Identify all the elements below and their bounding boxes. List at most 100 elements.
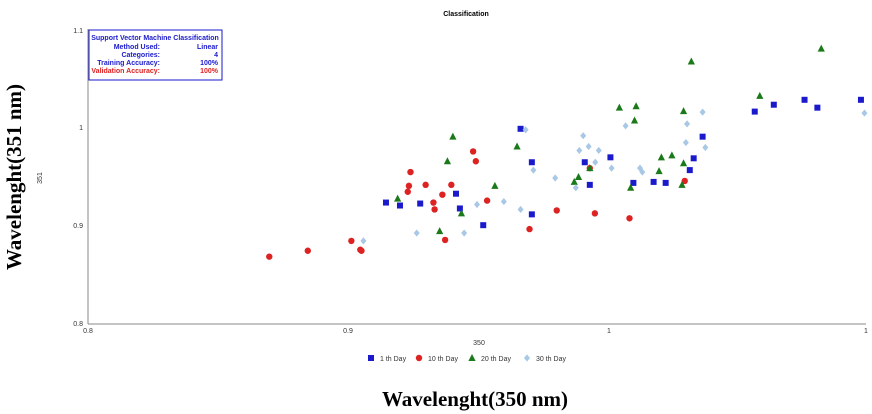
data-point-series-3 [491, 181, 499, 189]
data-point-series-2 [591, 210, 599, 217]
data-point-series-3 [668, 151, 676, 159]
data-point-series-1 [452, 190, 459, 197]
data-point-series-3 [627, 183, 635, 191]
plot-area [87, 29, 866, 325]
data-point-series-4 [699, 108, 706, 116]
info-categories-label: Categories: [121, 52, 160, 59]
data-point-series-1 [607, 154, 614, 161]
data-point-series-1 [801, 96, 808, 103]
data-point-series-4 [530, 166, 537, 174]
data-point-series-1 [814, 104, 821, 111]
data-point-series-4 [572, 184, 579, 192]
data-point-series-4 [608, 164, 615, 172]
y-tick-label: 0.9 [73, 223, 83, 230]
data-point-series-2 [304, 247, 311, 254]
data-point-series-4 [639, 168, 646, 176]
data-point-series-3 [657, 153, 665, 161]
series-3-points [394, 44, 825, 235]
data-point-series-2 [266, 253, 273, 260]
x-tick-label: 1 [607, 328, 611, 335]
data-point-series-1 [382, 199, 389, 206]
legend: 1 th Day 10 th Day 20 th Day 30 th Day [368, 354, 566, 363]
data-point-series-1 [417, 200, 424, 207]
data-point-series-4 [682, 138, 689, 147]
data-point-series-4 [702, 143, 709, 152]
data-point-series-2 [407, 168, 414, 176]
data-point-series-2 [553, 207, 560, 214]
legend-marker [415, 354, 423, 362]
data-point-series-4 [500, 197, 507, 206]
data-point-series-1 [770, 101, 777, 108]
info-training-label: Training Accuracy: [97, 60, 160, 67]
data-point-series-3 [513, 142, 521, 150]
legend-label: 30 th Day [536, 356, 566, 363]
data-point-series-2 [404, 188, 411, 195]
data-point-series-2 [431, 206, 438, 213]
data-point-series-3 [574, 172, 583, 180]
data-point-series-1 [690, 155, 697, 162]
data-point-series-2 [430, 199, 437, 206]
y-tick-label: 0.8 [73, 321, 83, 328]
data-point-series-4 [360, 237, 367, 245]
data-point-series-1 [630, 179, 637, 186]
x-tick-label: 0.8 [83, 328, 93, 335]
data-point-series-2 [472, 158, 480, 165]
data-point-series-2 [483, 197, 491, 204]
data-point-series-2 [441, 236, 449, 244]
legend-item: 20 th Day [468, 354, 511, 363]
data-point-series-3 [687, 57, 695, 65]
data-point-series-4 [576, 146, 583, 155]
data-point-series-2 [469, 148, 477, 155]
data-point-series-3 [586, 164, 594, 172]
data-point-series-1 [857, 96, 864, 103]
data-point-series-4 [580, 132, 587, 140]
data-point-series-2 [405, 182, 413, 190]
data-point-series-3 [632, 102, 640, 110]
y-axis-ticks: 1.1 1 0.9 0.8 [73, 28, 83, 328]
info-validation-label: Validation Accuracy: [91, 68, 160, 75]
info-box: Support Vector Machine Classification Me… [88, 29, 223, 81]
data-point-series-4 [622, 122, 629, 130]
data-point-series-3 [756, 91, 764, 99]
y-tick-label: 1.1 [73, 28, 83, 35]
legend-item: 10 th Day [415, 354, 458, 363]
data-point-series-1 [517, 125, 524, 132]
x-axis-label: 350 [473, 340, 485, 347]
data-point-series-3 [443, 157, 452, 165]
data-point-series-4 [413, 229, 420, 237]
series-1-points [382, 96, 864, 229]
data-point-series-2 [422, 181, 429, 189]
legend-marker [368, 355, 374, 361]
data-point-series-3 [655, 167, 663, 175]
data-point-series-4 [552, 174, 559, 182]
info-training-value: 100% [200, 60, 219, 67]
y-tick-label: 1 [79, 125, 83, 132]
info-method-label: Method Used: [114, 44, 160, 51]
data-point-series-2 [348, 237, 355, 245]
data-point-series-2 [439, 191, 446, 198]
data-points [266, 44, 868, 260]
data-point-series-1 [528, 159, 535, 166]
x-axis-ticks: 0.8 0.9 1 1 [83, 328, 868, 335]
data-point-series-3 [678, 180, 686, 188]
legend-label: 1 th Day [380, 356, 407, 363]
data-point-series-3 [457, 209, 466, 217]
data-point-series-3 [615, 103, 623, 111]
info-method-value: Linear [197, 44, 218, 51]
data-point-series-4 [684, 120, 691, 128]
data-point-series-1 [581, 159, 588, 166]
chart-title: Classification [443, 11, 489, 18]
series-2-points [266, 148, 688, 260]
data-point-series-3 [630, 116, 639, 124]
legend-item: 1 th Day [368, 355, 407, 363]
data-point-series-1 [699, 133, 706, 140]
data-point-series-2 [626, 215, 633, 222]
data-point-series-2 [526, 225, 533, 233]
data-point-series-1 [396, 202, 403, 209]
data-point-series-4 [585, 142, 592, 151]
data-point-series-3 [679, 107, 688, 115]
data-point-series-3 [570, 177, 578, 185]
data-point-series-1 [586, 181, 593, 188]
legend-marker [468, 354, 476, 361]
